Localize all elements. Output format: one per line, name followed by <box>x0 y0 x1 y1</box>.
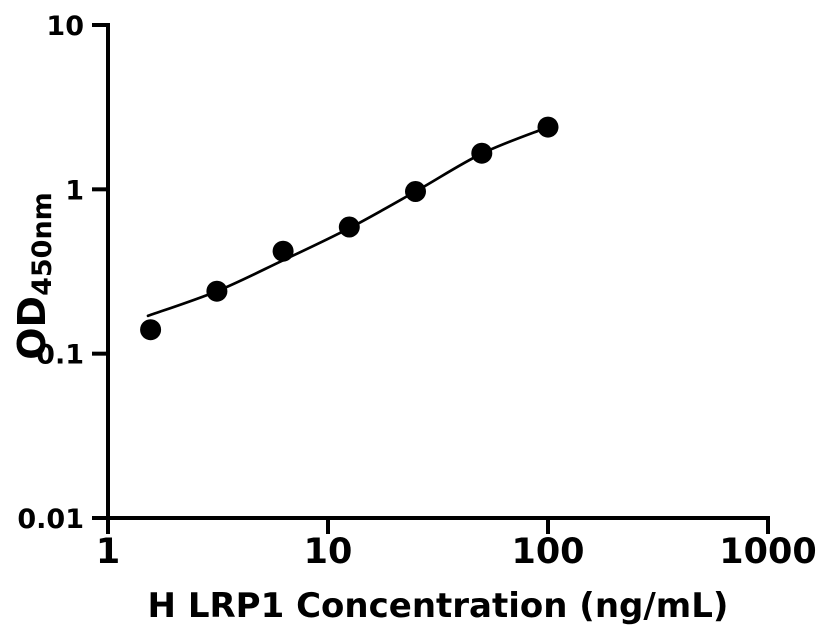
x-tick-label: 10 <box>304 532 353 572</box>
data-point <box>140 319 162 341</box>
y-axis-title-main: OD <box>10 296 54 360</box>
data-point <box>405 181 426 202</box>
y-axis-title: OD450nm <box>10 192 58 360</box>
data-point <box>206 280 228 302</box>
x-tick-label: 100 <box>511 532 584 572</box>
x-tick-label: 1000 <box>719 532 816 572</box>
y-tick-label: 1 <box>65 175 84 206</box>
data-point <box>537 116 559 138</box>
x-tick-label: 1 <box>96 532 120 572</box>
y-tick-label: 0.01 <box>17 504 84 535</box>
data-point <box>471 142 493 164</box>
data-point <box>338 216 360 238</box>
data-point <box>272 240 294 262</box>
y-tick-label: 0.1 <box>36 340 84 371</box>
y-axis-title-subscript: 450nm <box>27 192 58 296</box>
x-axis-title: H LRP1 Concentration (ng/mL) <box>148 586 729 626</box>
y-tick-label: 10 <box>46 11 84 42</box>
